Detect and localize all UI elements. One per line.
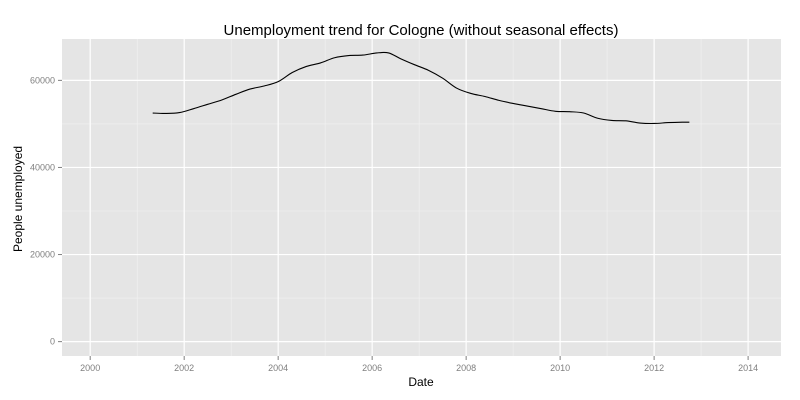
major-gridlines: [62, 39, 781, 356]
y-axis-ticks: 0 20000 40000 60000: [30, 75, 62, 347]
x-axis-title: Date: [408, 375, 434, 389]
y-axis-title: People unemployed: [11, 146, 25, 252]
series-layer: [152, 51, 690, 125]
x-tick-label: 2004: [268, 363, 288, 373]
y-tick-label: 40000: [30, 162, 55, 172]
y-tick-label: 20000: [30, 250, 55, 260]
x-tick-label: 2014: [738, 363, 758, 373]
chart-title: Unemployment trend for Cologne (without …: [224, 22, 619, 39]
x-tick-label: 2002: [174, 363, 194, 373]
x-tick-label: 2012: [644, 363, 664, 373]
minor-gridlines: [62, 39, 781, 356]
plot-panel: [62, 39, 781, 356]
y-tick-label: 0: [50, 337, 55, 347]
x-tick-label: 2000: [80, 363, 100, 373]
x-tick-label: 2010: [550, 363, 570, 373]
series-line: [152, 51, 690, 125]
x-axis-ticks: 2000 2002 2004 2006 2008 2010 2012 2014: [80, 356, 758, 373]
y-tick-label: 60000: [30, 75, 55, 85]
x-tick-label: 2008: [456, 363, 476, 373]
x-tick-label: 2006: [362, 363, 382, 373]
